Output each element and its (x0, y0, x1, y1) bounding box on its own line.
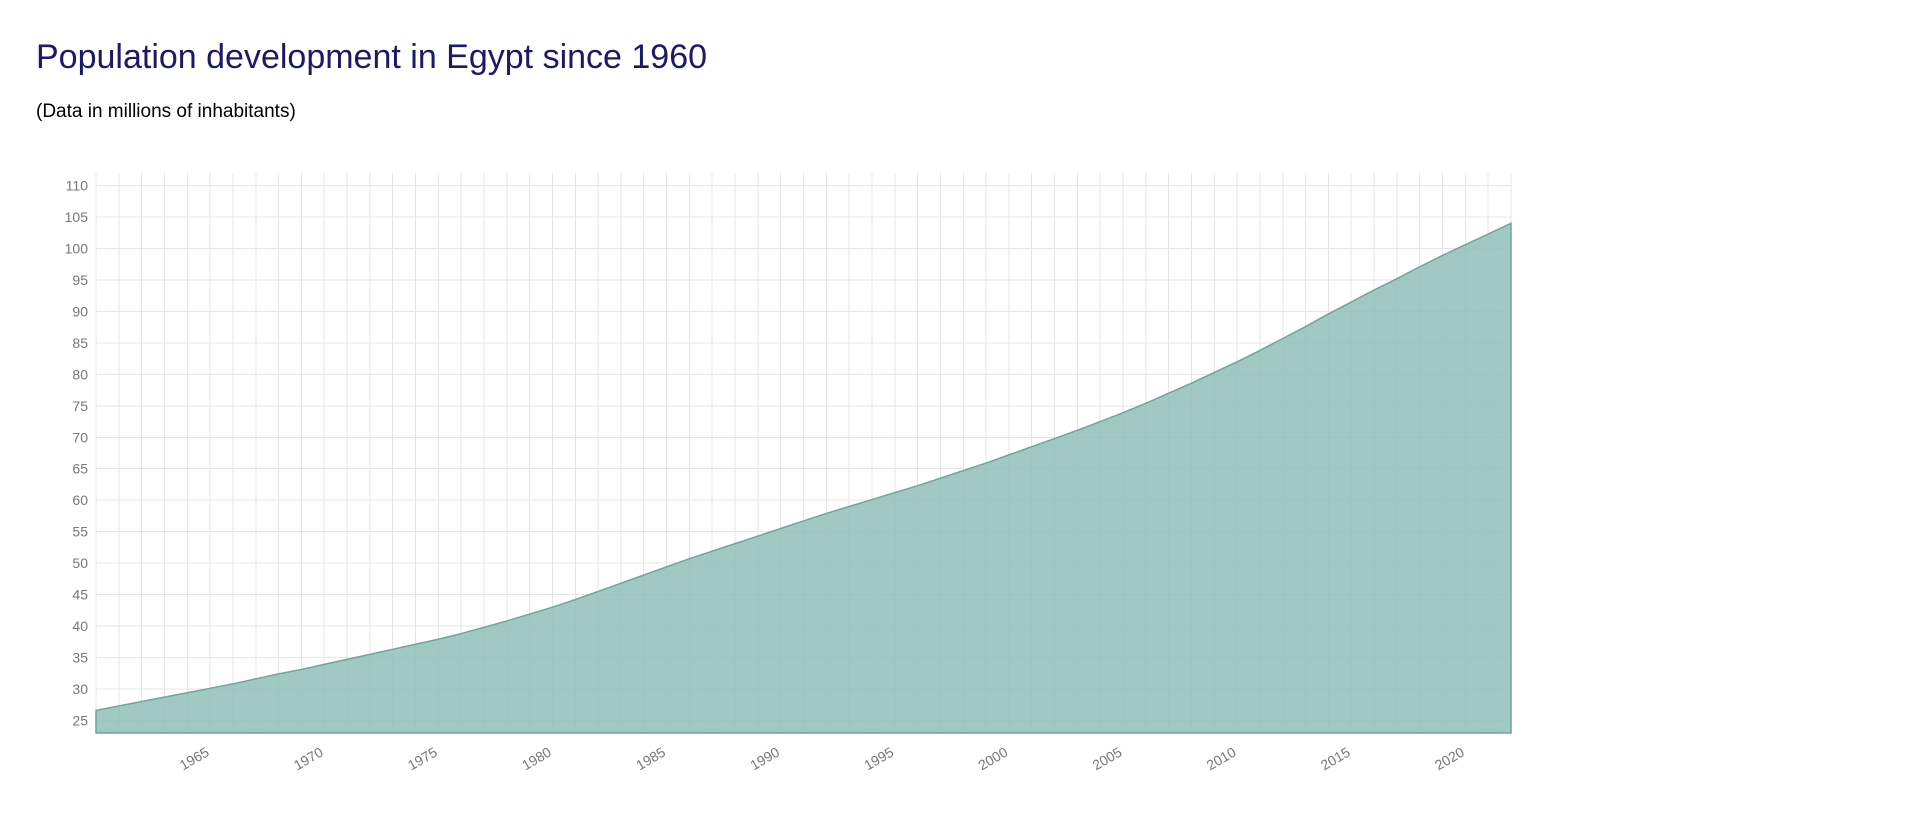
y-tick-label: 30 (72, 681, 88, 697)
y-tick-label: 105 (65, 209, 89, 225)
x-tick-label: 1970 (291, 744, 326, 774)
y-tick-label: 90 (72, 303, 88, 319)
population-area-chart: 25 30 35 40 45 50 55 60 65 70 75 80 85 90 95 100 105 110 1… (36, 163, 1506, 783)
y-tick-label: 80 (72, 366, 88, 382)
y-tick-label: 65 (72, 461, 88, 477)
x-tick-label: 2000 (975, 744, 1010, 774)
y-tick-label: 50 (72, 555, 88, 571)
x-tick-label: 2005 (1090, 744, 1125, 774)
chart-svg: 25 30 35 40 45 50 55 60 65 70 75 80 85 90 95 100 105 110 1… (36, 163, 1521, 793)
y-tick-label: 25 (72, 712, 88, 728)
y-tick-label: 55 (72, 524, 88, 540)
x-tick-label: 2015 (1318, 744, 1353, 774)
y-tick-label: 60 (72, 492, 88, 508)
x-tick-label: 2020 (1432, 744, 1467, 774)
y-tick-label: 110 (66, 178, 89, 194)
y-tick-label: 40 (72, 618, 88, 634)
x-tick-label: 1965 (177, 744, 212, 774)
y-tick-label: 45 (72, 587, 88, 603)
x-tick-label: 1995 (861, 744, 896, 774)
y-tick-label: 95 (72, 272, 88, 288)
x-tick-label: 1985 (633, 744, 668, 774)
y-tick-label: 70 (72, 429, 88, 445)
y-tick-label: 35 (72, 649, 88, 665)
y-tick-label: 100 (65, 241, 89, 257)
x-tick-label: 1975 (405, 744, 440, 774)
x-tick-label: 1980 (519, 744, 554, 774)
y-tick-label: 75 (72, 398, 88, 414)
y-tick-label: 85 (72, 335, 88, 351)
x-tick-label: 2010 (1204, 744, 1239, 774)
chart-title: Population development in Egypt since 19… (36, 38, 1886, 77)
chart-subtitle: (Data in millions of inhabitants) (36, 101, 1886, 123)
x-tick-label: 1990 (747, 744, 782, 774)
